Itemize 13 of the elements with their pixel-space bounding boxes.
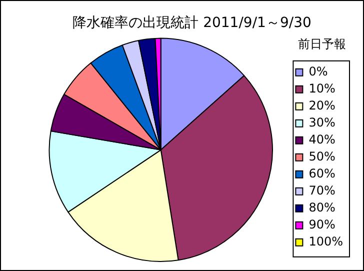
legend-label: 50%	[308, 150, 336, 164]
legend-label: 10%	[308, 82, 336, 96]
legend-label: 40%	[308, 132, 336, 147]
legend-label: 80%	[308, 200, 336, 215]
chart-title: 降水確率の出現統計 2011/9/1～9/30	[72, 15, 312, 32]
legend-title: 前日予報	[298, 37, 346, 52]
legend-label: 0%	[308, 64, 328, 79]
legend-label: 20%	[308, 98, 336, 113]
legend-label: 70%	[308, 184, 336, 198]
legend-label: 100%	[308, 234, 344, 249]
legend-label: 60%	[308, 166, 336, 181]
legend-label: 30%	[308, 116, 336, 130]
legend-label: 90%	[308, 218, 336, 232]
